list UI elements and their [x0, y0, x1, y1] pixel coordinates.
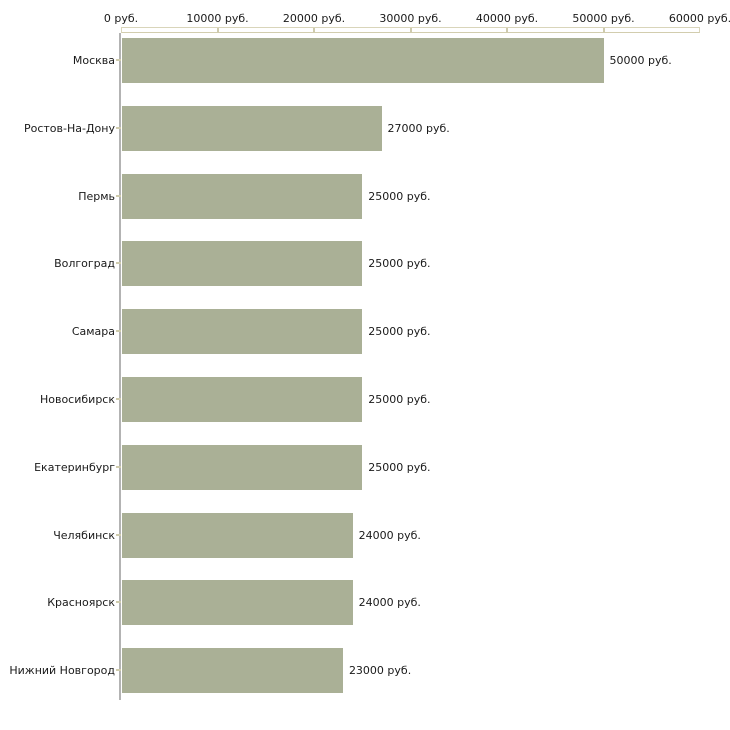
bar [122, 241, 363, 287]
x-axis-tick-label: 30000 руб. [379, 12, 442, 25]
bar [122, 444, 363, 490]
chart-row: Москва 50000 руб. [0, 38, 730, 83]
bar [122, 38, 604, 83]
category-label: Новосибирск [39, 393, 115, 406]
category-label: Красноярск [47, 596, 115, 610]
x-axis-tick-label: 60000 руб. [668, 12, 730, 25]
category-label: Москва [72, 54, 115, 67]
bar-value-label: 25000 руб. [368, 393, 431, 406]
x-axis-tick-mark [216, 28, 219, 33]
category-tick-mark [116, 533, 121, 536]
bar-value-label: 25000 руб. [368, 257, 431, 271]
chart-row: Самара 25000 руб. [0, 309, 730, 355]
category-tick-mark [116, 126, 121, 129]
category-label: Пермь [78, 189, 115, 203]
category-tick-mark [116, 601, 121, 604]
chart-row: Екатеринбург 25000 руб. [0, 444, 730, 490]
category-tick-mark [116, 398, 121, 400]
category-label: Волгоград [54, 257, 115, 271]
bar-value-label: 25000 руб. [368, 460, 431, 474]
chart-row: Ростов-На-Дону 27000 руб. [0, 105, 730, 151]
category-tick-mark [116, 59, 121, 61]
x-axis-tick-label: 0 руб. [103, 12, 139, 25]
bar [122, 377, 363, 422]
x-axis-tick-label: 40000 руб. [475, 12, 539, 25]
chart-row: Челябинск 24000 руб. [0, 512, 730, 558]
chart-row: Красноярск 24000 руб. [0, 580, 730, 626]
bar [122, 512, 353, 558]
chart-row: Пермь 25000 руб. [0, 173, 730, 219]
bar [122, 173, 363, 219]
y-axis-line [119, 33, 121, 700]
category-label: Самара [71, 325, 115, 339]
x-axis-tick-label: 20000 руб. [282, 12, 346, 25]
category-label: Екатеринбург [34, 460, 115, 474]
x-axis-tick-mark [409, 28, 412, 33]
bar-value-label: 25000 руб. [368, 325, 431, 339]
chart-row: Новосибирск 25000 руб. [0, 377, 730, 422]
category-tick-mark [116, 194, 121, 197]
x-axis-tick-mark [602, 28, 605, 33]
bar-value-label: 24000 руб. [358, 596, 421, 610]
bar [122, 580, 353, 626]
category-tick-mark [116, 262, 121, 265]
x-axis-tick-label: 50000 руб. [572, 12, 635, 25]
chart-row: Волгоград 25000 руб. [0, 241, 730, 287]
category-label: Челябинск [53, 528, 115, 542]
bar [122, 309, 363, 355]
chart-row: Нижний Новгород 23000 руб. [0, 648, 730, 694]
bar-value-label: 25000 руб. [368, 189, 431, 203]
x-axis-tick-mark [313, 28, 315, 33]
category-tick-mark [116, 330, 121, 333]
category-tick-mark [116, 465, 121, 468]
category-tick-mark [116, 669, 121, 672]
bar-value-label: 23000 руб. [348, 664, 412, 678]
x-axis-tick-mark [506, 28, 508, 33]
category-label: Нижний Новгород [9, 664, 115, 678]
bar-value-label: 50000 руб. [609, 54, 672, 67]
category-label: Ростов-На-Дону [23, 121, 115, 135]
bar-value-label: 27000 руб. [387, 121, 450, 135]
bar [122, 105, 382, 151]
bar [122, 648, 343, 694]
bar-value-label: 24000 руб. [358, 528, 421, 542]
x-axis-tick-label: 10000 руб. [186, 12, 249, 25]
